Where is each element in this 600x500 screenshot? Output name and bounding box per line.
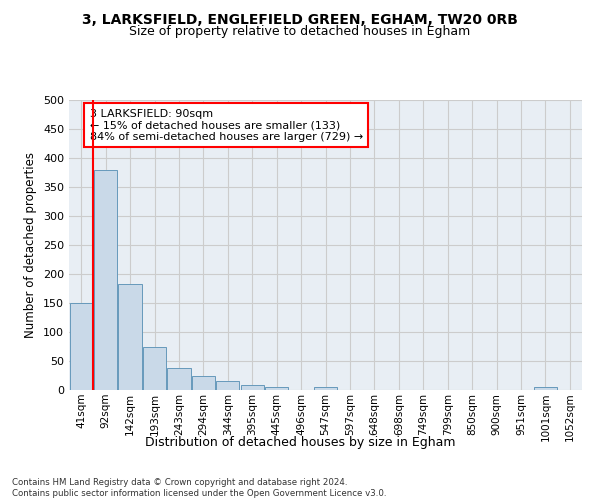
Text: 3, LARKSFIELD, ENGLEFIELD GREEN, EGHAM, TW20 0RB: 3, LARKSFIELD, ENGLEFIELD GREEN, EGHAM, … [82, 12, 518, 26]
Bar [192, 376, 215, 390]
Bar [265, 386, 288, 390]
Bar [216, 382, 239, 390]
Bar [70, 303, 93, 390]
Text: Distribution of detached houses by size in Egham: Distribution of detached houses by size … [145, 436, 455, 449]
Bar [241, 386, 264, 390]
Bar [167, 368, 191, 390]
Bar [94, 170, 117, 390]
Bar [534, 387, 557, 390]
Text: Contains HM Land Registry data © Crown copyright and database right 2024.
Contai: Contains HM Land Registry data © Crown c… [12, 478, 386, 498]
Bar [118, 284, 142, 390]
Text: 3 LARKSFIELD: 90sqm
← 15% of detached houses are smaller (133)
84% of semi-detac: 3 LARKSFIELD: 90sqm ← 15% of detached ho… [89, 108, 363, 142]
Bar [314, 387, 337, 390]
Y-axis label: Number of detached properties: Number of detached properties [25, 152, 37, 338]
Bar [143, 346, 166, 390]
Text: Size of property relative to detached houses in Egham: Size of property relative to detached ho… [130, 25, 470, 38]
